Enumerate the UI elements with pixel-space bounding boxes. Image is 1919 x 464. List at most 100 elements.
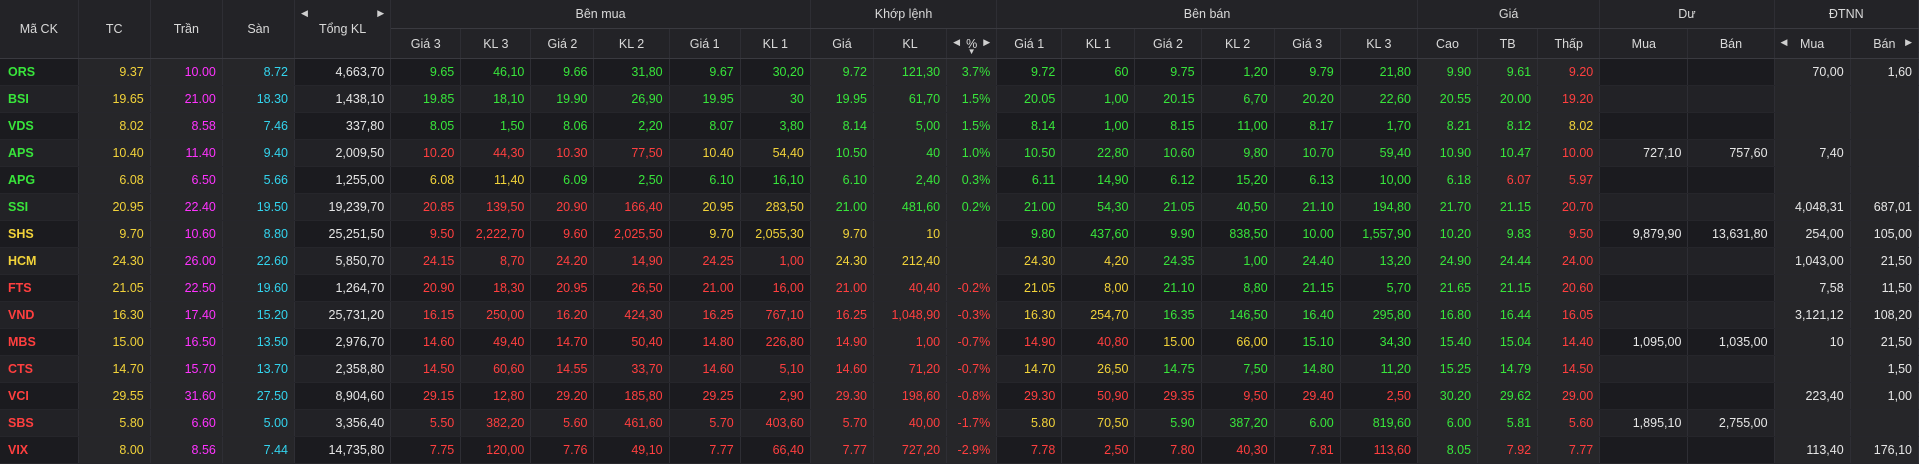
col-buy-giá2[interactable]: Giá 2 [530,28,595,59]
foreign-sell-cell: 11,50 [1850,274,1919,302]
col-high[interactable]: Cao [1417,28,1479,59]
ceil-cell: 21.00 [150,85,223,113]
buy-cell: 6.08 [390,166,462,194]
buy-cell: 10.20 [390,139,462,167]
foreign-buy-cell: 1,043,00 [1774,247,1851,275]
col-sell-giá1[interactable]: Giá 1 [996,28,1063,59]
table-row[interactable]: BSI 19.65 21.00 18.30 1,438,10 19.85 18,10 19.9… [0,85,1919,113]
caret-left-icon[interactable]: ◀ [301,8,308,18]
sell-cell: 20.15 [1134,85,1202,113]
floor-cell: 7.44 [222,436,296,464]
ref-cell: 5.80 [78,409,151,437]
sell-cell: 9.75 [1134,58,1202,86]
symbol-cell: HCM [0,247,79,275]
foreign-buy-cell: 254,00 [1774,220,1851,248]
caret-left-icon[interactable]: ◀ [953,37,961,47]
col-floor[interactable]: Sàn [222,0,296,59]
symbol-cell: VIX [0,436,79,464]
col-ceil[interactable]: Trần [150,0,223,59]
sort-desc-icon[interactable]: ▼ [967,47,976,56]
table-row[interactable]: VND 16.30 17.40 15.20 25,731,20 16.15 250,00 16… [0,301,1919,329]
table-row[interactable]: VIX 8.00 8.56 7.44 14,735,80 7.75 120,00 7.76 49… [0,436,1919,464]
buy-cell: 1,50 [460,112,532,140]
match-cell: 19.95 [810,85,874,113]
buy-cell: 9.50 [390,220,462,248]
ceil-cell: 6.60 [150,409,223,437]
remain-buy-cell [1599,193,1689,221]
sell-cell: 146,50 [1201,301,1275,329]
table-row[interactable]: SBS 5.80 6.60 5.00 3,356,40 5.50 382,20 5.60 461… [0,409,1919,437]
caret-right-icon[interactable]: ▶ [1905,37,1912,47]
caret-right-icon[interactable]: ▶ [377,8,385,18]
col-foreign-buy-label: Mua [1799,36,1825,51]
buy-cell: 16,00 [740,274,811,302]
table-row[interactable]: SHS 9.70 10.60 8.80 25,251,50 9.50 2,222,70 9.6… [0,220,1919,248]
buy-cell: 2,222,70 [460,220,532,248]
col-match-pct[interactable]: ◀% ▼ ▶ [946,28,998,59]
match-cell: 212,40 [873,247,948,275]
col-sell-kl1[interactable]: KL 1 [1061,28,1136,59]
table-row[interactable]: FTS 21.05 22.50 19.60 1,264,70 20.90 18,30 20.9… [0,274,1919,302]
table-row[interactable]: VCI 29.55 31.60 27.50 8,904,60 29.15 12,80 29.2… [0,382,1919,410]
foreign-buy-cell: 113,40 [1774,436,1851,464]
match-cell [946,247,998,275]
col-match-volume[interactable]: KL [873,28,948,59]
col-sell-giá2[interactable]: Giá 2 [1134,28,1202,59]
caret-left-icon[interactable]: ◀ [1780,37,1788,47]
table-row[interactable]: MBS 15.00 16.50 13.50 2,976,70 14.60 49,40 14.7… [0,328,1919,356]
table-row[interactable]: APS 10.40 11.40 9.40 2,009,50 10.20 44,30 10.30… [0,139,1919,167]
sell-cell: 9.80 [996,220,1063,248]
foreign-buy-cell: 7,58 [1774,274,1851,302]
remain-sell-cell [1687,355,1775,383]
ceil-cell: 22.50 [150,274,223,302]
sell-cell: 20.20 [1274,85,1341,113]
table-row[interactable]: ORS 9.37 10.00 8.72 4,663,70 9.65 46,10 9.66 31,… [0,58,1919,86]
col-sell-kl2[interactable]: KL 2 [1201,28,1275,59]
table-row[interactable]: VDS 8.02 8.58 7.46 337,80 8.05 1,50 8.06 2,20 8.0… [0,112,1919,140]
col-low[interactable]: Thấp [1537,28,1601,59]
buy-cell: 424,30 [593,301,670,329]
remain-buy-cell [1599,85,1689,113]
table-row[interactable]: HCM 24.30 26.00 22.60 5,850,70 24.15 8,70 24.20… [0,247,1919,275]
match-cell: 6.10 [810,166,874,194]
sell-cell: 11,20 [1340,355,1418,383]
match-cell: 2,40 [873,166,948,194]
col-total-volume[interactable]: ◀ Tổng KL ▶ [294,0,392,59]
col-avg[interactable]: TB [1477,28,1539,59]
ref-cell: 14.70 [78,355,151,383]
col-sell-kl3[interactable]: KL 3 [1340,28,1418,59]
match-cell: 10 [873,220,948,248]
symbol-cell: VND [0,301,79,329]
table-row[interactable]: CTS 14.70 15.70 13.70 2,358,80 14.50 60,60 14.5… [0,355,1919,383]
col-symbol[interactable]: Mã CK [0,0,79,59]
col-buy-kl3[interactable]: KL 3 [460,28,532,59]
col-buy-kl2[interactable]: KL 2 [593,28,670,59]
col-foreign-sell[interactable]: Bán ▶ [1850,28,1919,59]
floor-cell: 19.60 [222,274,296,302]
col-ref[interactable]: TC [78,0,151,59]
col-buy-giá3[interactable]: Giá 3 [390,28,462,59]
remain-buy-cell [1599,58,1689,86]
col-sell-giá3[interactable]: Giá 3 [1274,28,1341,59]
col-buy-giá1[interactable]: Giá 1 [669,28,741,59]
col-foreign-buy[interactable]: ◀ Mua [1774,28,1851,59]
foreign-buy-cell: 7,40 [1774,139,1851,167]
sell-cell: 21.05 [1134,193,1202,221]
col-match-price[interactable]: Giá [810,28,874,59]
table-row[interactable]: APG 6.08 6.50 5.66 1,255,00 6.08 11,40 6.09 2,50… [0,166,1919,194]
caret-right-icon[interactable]: ▶ [983,37,991,47]
sell-cell: 24.40 [1274,247,1341,275]
col-remain-buy[interactable]: Mua [1599,28,1689,59]
buy-cell: 226,80 [740,328,811,356]
match-cell: 5.70 [810,409,874,437]
remain-buy-cell: 1,095,00 [1599,328,1689,356]
sell-cell: 20.05 [996,85,1063,113]
table-row[interactable]: SSI 20.95 22.40 19.50 19,239,70 20.85 139,50 20… [0,193,1919,221]
buy-cell: 24.25 [669,247,741,275]
match-cell: -1.7% [946,409,998,437]
col-buy-kl1[interactable]: KL 1 [740,28,811,59]
col-remain-sell[interactable]: Bán [1687,28,1775,59]
buy-cell: 3,80 [740,112,811,140]
foreign-sell-cell: 176,10 [1850,436,1919,464]
remain-sell-cell [1687,58,1775,86]
